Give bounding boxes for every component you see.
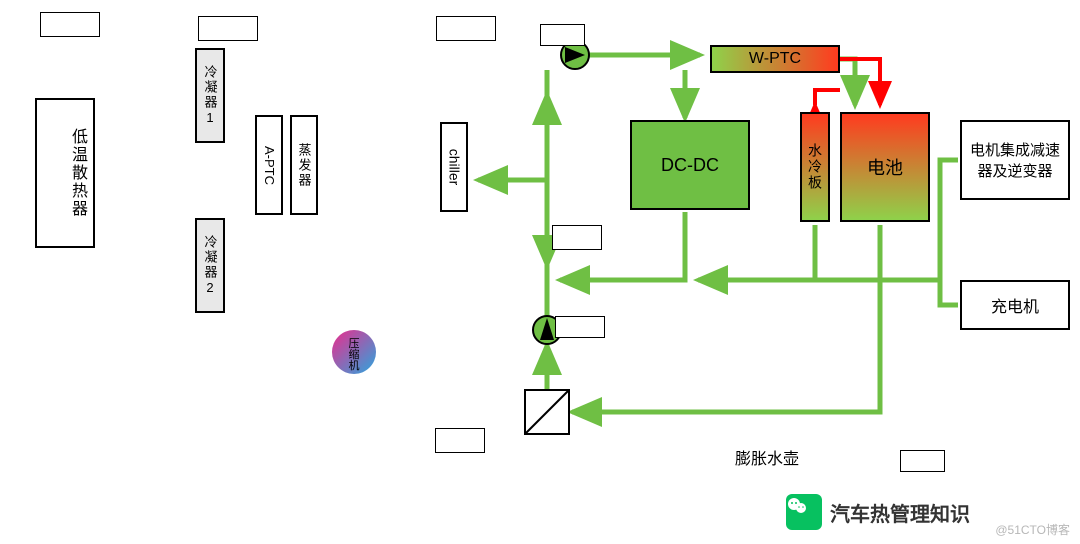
dcdc-box: DC-DC <box>630 120 750 210</box>
motor-box: 电机集成减速器及逆变器 <box>960 120 1070 200</box>
wptc-box: W-PTC <box>710 45 840 73</box>
expansion-label: 膨胀水壶 <box>735 450 799 469</box>
empty-box <box>435 428 485 453</box>
evap-label: 蒸发器 <box>295 143 314 188</box>
dcdc-label: DC-DC <box>661 155 719 176</box>
evap-box: 蒸发器 <box>290 115 318 215</box>
aptc-box: A-PTC <box>255 115 283 215</box>
coldplate-box: 水冷板 <box>800 112 830 222</box>
condenser1-box: 冷凝器1 <box>195 48 225 143</box>
chiller-label: chiller <box>446 149 462 186</box>
motor-label: 电机集成减速器及逆变器 <box>962 135 1068 185</box>
radiator-label: 低温散热器 <box>65 128 89 218</box>
empty-box <box>40 12 100 37</box>
wptc-label: W-PTC <box>749 50 801 68</box>
coldplate-label: 水冷板 <box>805 143 825 191</box>
charger-label: 充电机 <box>991 293 1039 317</box>
svg-text:机: 机 <box>349 358 360 372</box>
condenser2-label: 冷凝器2 <box>201 235 220 297</box>
wechat-icon <box>786 494 822 530</box>
watermark: @51CTO博客 <box>995 521 1070 538</box>
charger-box: 充电机 <box>960 280 1070 330</box>
empty-box <box>436 16 496 41</box>
empty-box <box>552 225 602 250</box>
radiator-box: 低温散热器 <box>35 98 95 248</box>
battery-box: 电池 <box>840 112 930 222</box>
empty-box <box>555 316 605 338</box>
valve <box>525 390 569 434</box>
footer-text: 汽车热管理知识 <box>830 498 970 527</box>
battery-label: 电池 <box>867 154 903 180</box>
condenser2-box: 冷凝器2 <box>195 218 225 313</box>
empty-box <box>198 16 258 41</box>
compressor: 压 缩 机 <box>332 330 376 374</box>
footer-brand: 汽车热管理知识 <box>786 494 970 530</box>
empty-box <box>900 450 945 472</box>
chiller-box: chiller <box>440 122 468 212</box>
aptc-label: A-PTC <box>262 146 277 185</box>
condenser1-label: 冷凝器1 <box>201 65 220 127</box>
empty-box <box>540 24 585 46</box>
